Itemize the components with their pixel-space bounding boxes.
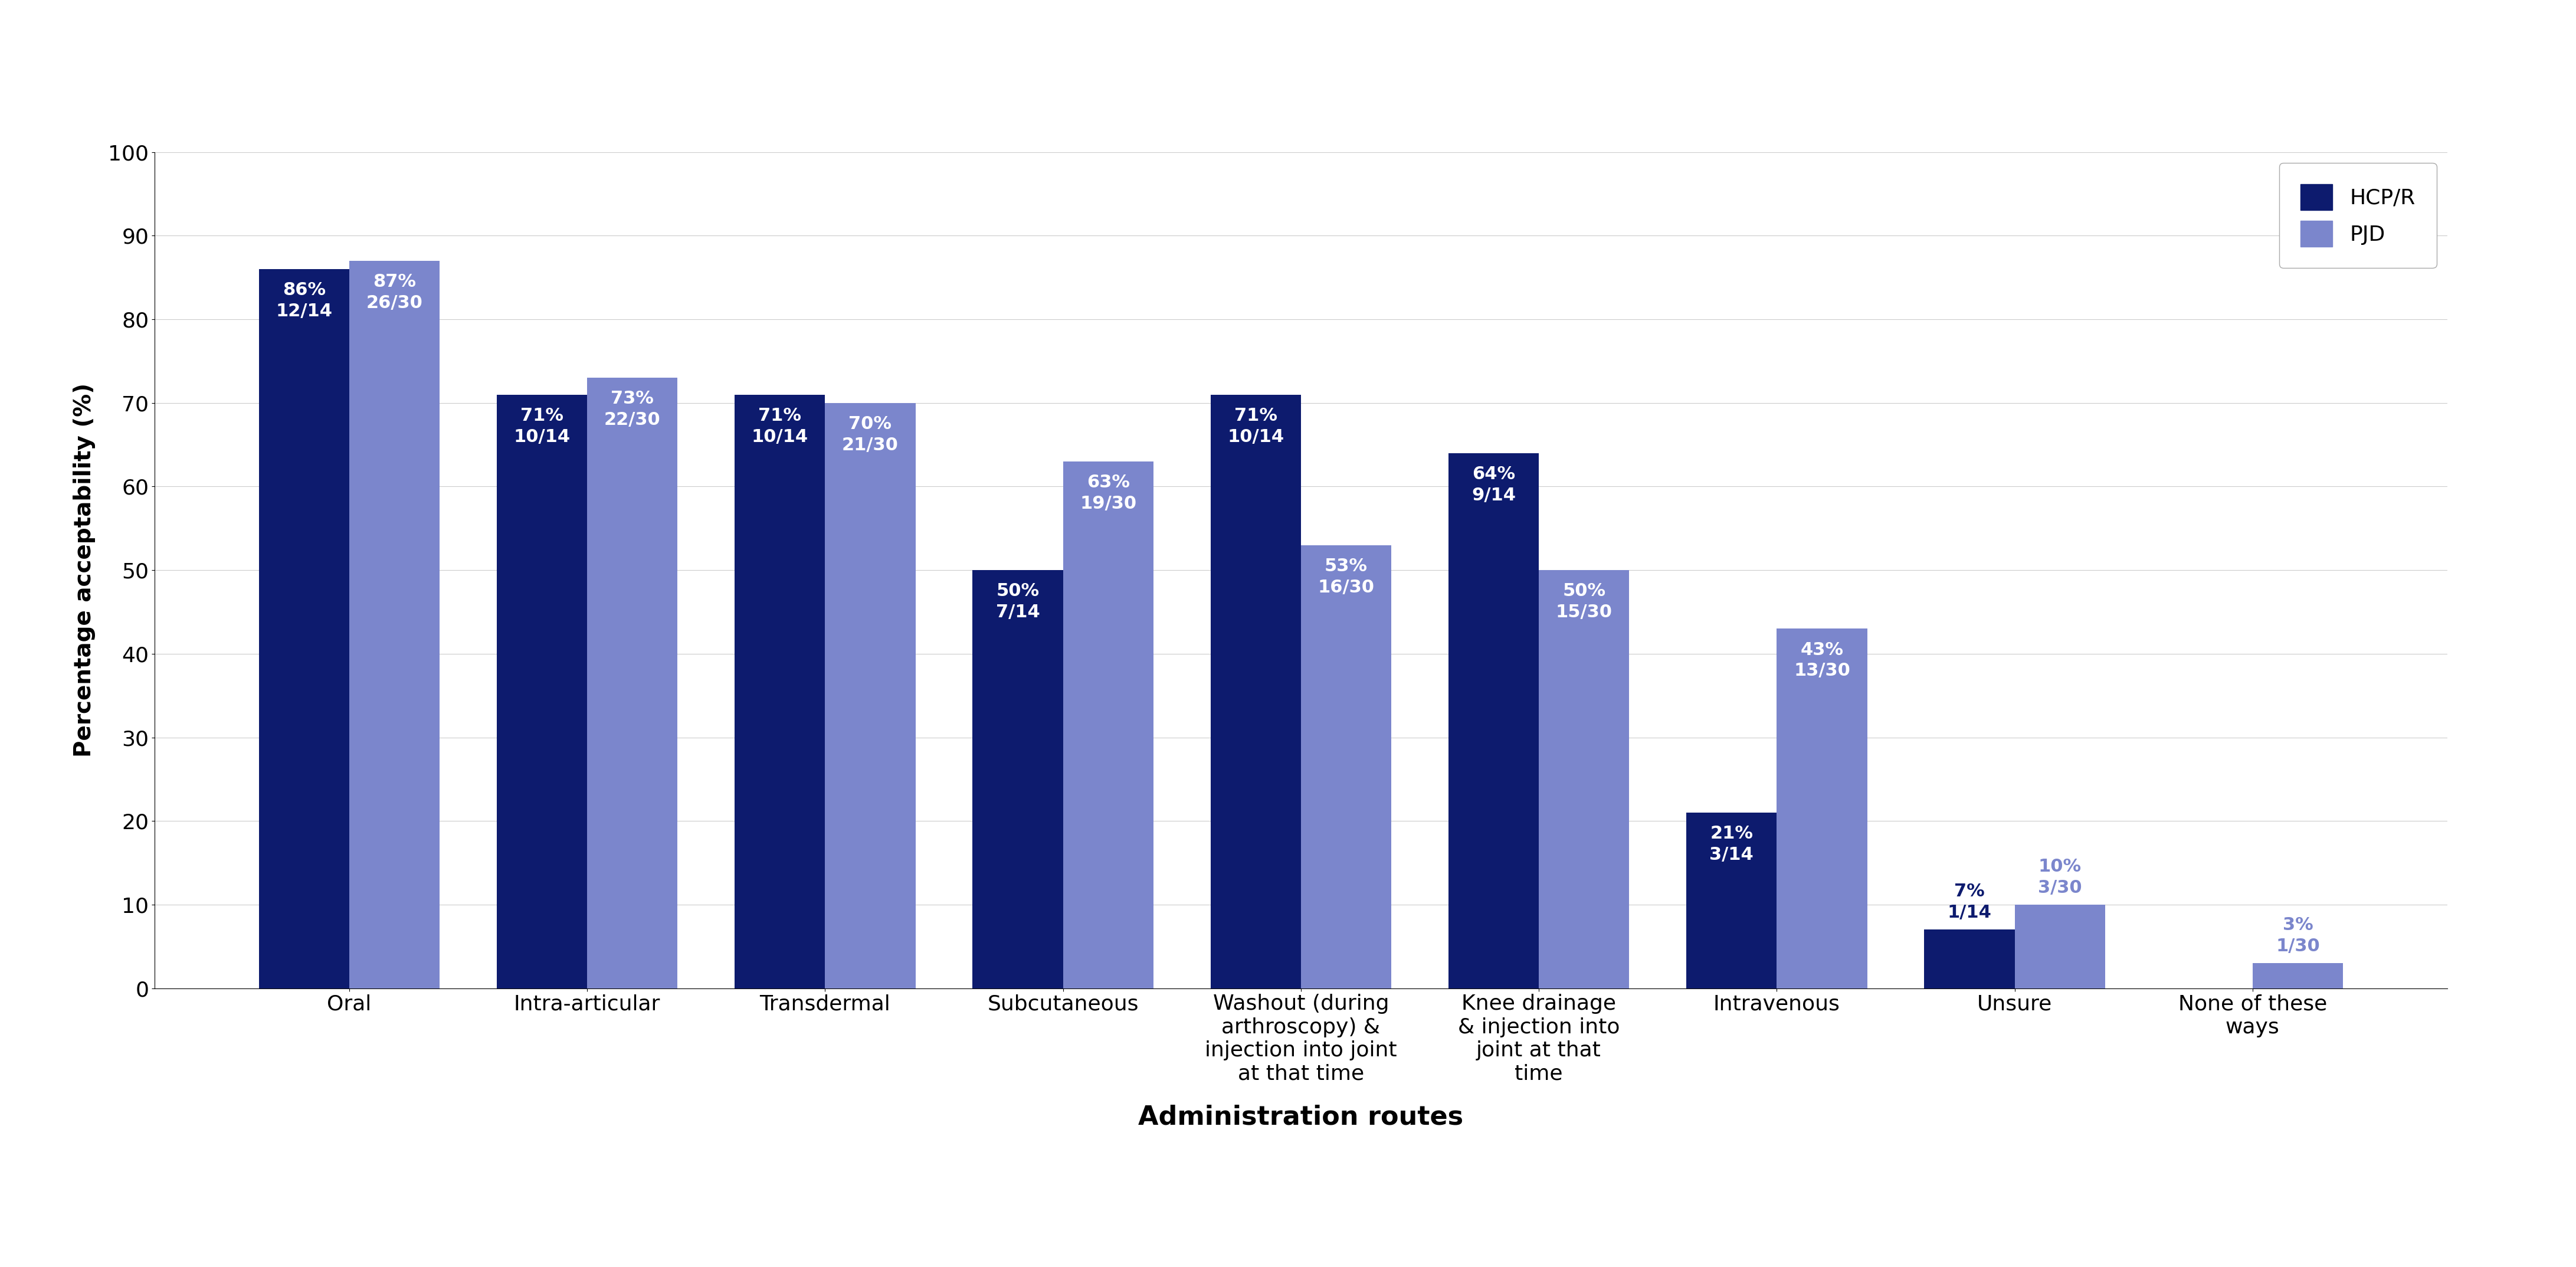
- Bar: [1777, 628, 1868, 988]
- Text: 43%
13/30: 43% 13/30: [1793, 641, 1850, 679]
- Text: 7%
1/14: 7% 1/14: [1947, 883, 1991, 921]
- Legend: HCP/R, PJD: HCP/R, PJD: [2280, 162, 2437, 267]
- X-axis label: Administration routes: Administration routes: [1139, 1105, 1463, 1130]
- Text: 70%
21/30: 70% 21/30: [842, 416, 899, 454]
- Bar: [1301, 545, 1391, 988]
- Text: 87%
26/30: 87% 26/30: [366, 274, 422, 312]
- Text: 64%
9/14: 64% 9/14: [1471, 466, 1515, 504]
- Text: 10%
3/30: 10% 3/30: [2038, 858, 2081, 896]
- Bar: [1211, 394, 1301, 988]
- Text: 50%
7/14: 50% 7/14: [997, 583, 1041, 621]
- Bar: [1924, 930, 2014, 988]
- Text: 3%
1/30: 3% 1/30: [2275, 916, 2321, 955]
- Bar: [734, 394, 824, 988]
- Bar: [2014, 905, 2105, 988]
- Bar: [350, 261, 440, 988]
- Text: 63%
19/30: 63% 19/30: [1079, 474, 1136, 512]
- Text: 21%
3/14: 21% 3/14: [1710, 825, 1754, 864]
- Bar: [1448, 454, 1538, 988]
- Bar: [1064, 461, 1154, 988]
- Text: 86%
12/14: 86% 12/14: [276, 281, 332, 321]
- Bar: [587, 378, 677, 988]
- Bar: [2251, 963, 2344, 988]
- Text: 73%
22/30: 73% 22/30: [603, 390, 659, 428]
- Bar: [1538, 570, 1628, 988]
- Bar: [824, 403, 914, 988]
- Bar: [497, 394, 587, 988]
- Text: 71%
10/14: 71% 10/14: [752, 407, 809, 446]
- Y-axis label: Percentage acceptability (%): Percentage acceptability (%): [72, 383, 95, 758]
- Text: 50%
15/30: 50% 15/30: [1556, 583, 1613, 621]
- Text: 71%
10/14: 71% 10/14: [1226, 407, 1283, 446]
- Bar: [1687, 812, 1777, 988]
- Text: 53%
16/30: 53% 16/30: [1319, 557, 1376, 595]
- Bar: [974, 570, 1064, 988]
- Bar: [258, 269, 350, 988]
- Text: 71%
10/14: 71% 10/14: [513, 407, 569, 446]
